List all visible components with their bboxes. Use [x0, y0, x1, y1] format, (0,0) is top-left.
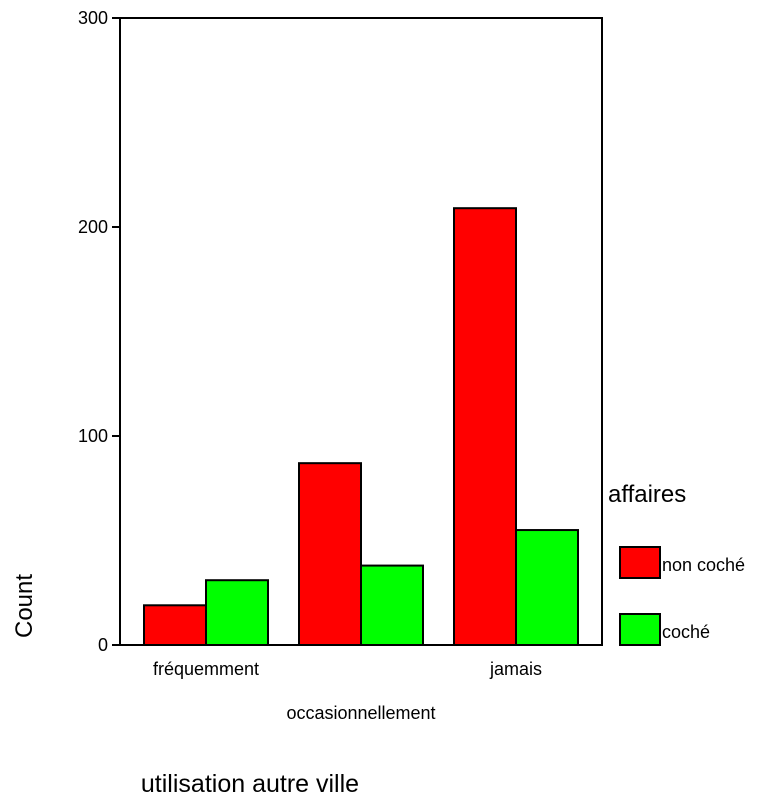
legend-title: affaires: [608, 481, 686, 508]
y-tick-label: 100: [78, 426, 108, 446]
bar-2-0: [453, 207, 517, 646]
bars: [143, 207, 579, 647]
legend-swatch: [619, 546, 661, 579]
x-tick-label: jamais: [489, 659, 542, 679]
bar-0-1: [205, 579, 269, 647]
y-tick-label: 200: [78, 217, 108, 237]
y-axis: 0 100 200 300: [78, 8, 120, 655]
x-tick-label: occasionnellement: [286, 703, 435, 723]
y-tick-label: 0: [98, 635, 108, 655]
legend-swatch: [619, 613, 661, 646]
legend-label: coché: [662, 622, 710, 642]
x-axis: fréquemment occasionnellement jamais: [153, 659, 542, 723]
bar-2-1: [515, 529, 579, 646]
x-tick-label: fréquemment: [153, 659, 259, 679]
bar-0-0: [143, 604, 207, 646]
y-axis-label: Count: [11, 574, 38, 638]
y-tick-label: 300: [78, 8, 108, 28]
bar-1-1: [360, 564, 424, 647]
legend: affaires non coché coché: [608, 481, 745, 646]
legend-label: non coché: [662, 555, 745, 575]
x-axis-label: utilisation autre ville: [141, 770, 359, 798]
bar-1-0: [298, 462, 362, 647]
